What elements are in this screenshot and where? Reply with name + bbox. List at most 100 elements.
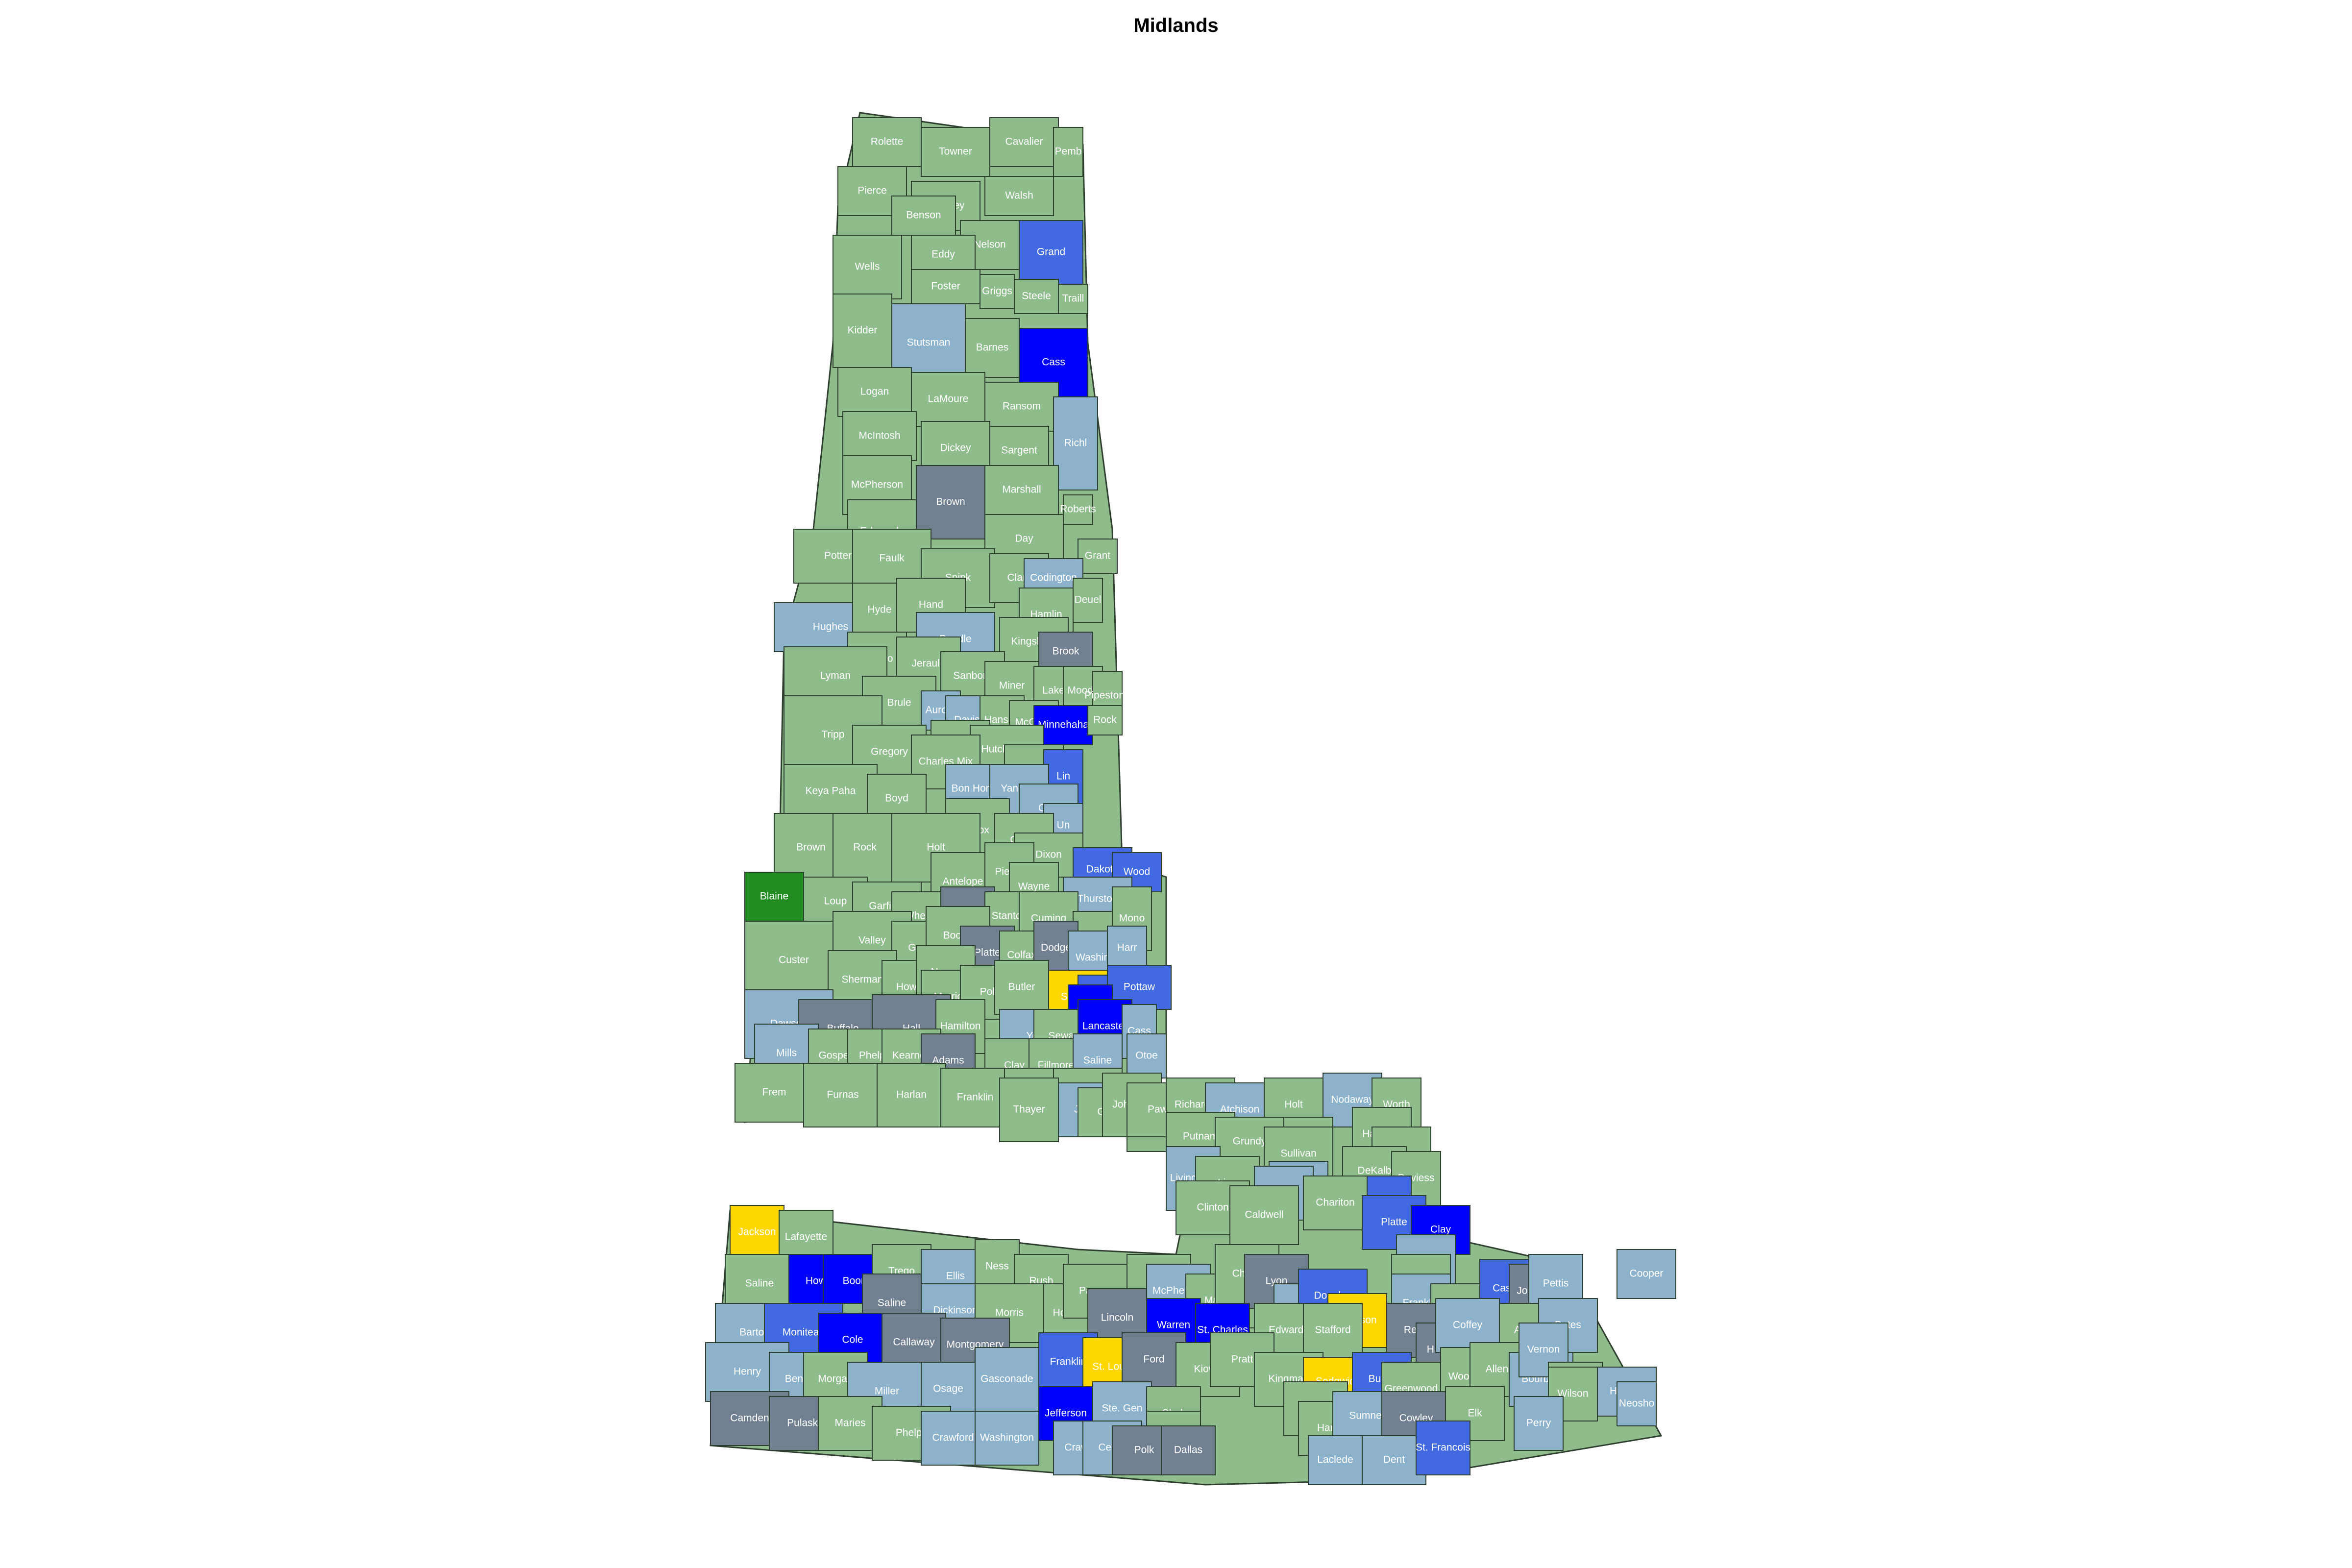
county-shape[interactable] <box>833 813 897 882</box>
county-perry[interactable]: Perry <box>1514 1396 1564 1451</box>
county-towner[interactable]: Towner <box>921 127 990 177</box>
county-shape[interactable] <box>1303 1176 1368 1230</box>
county-shape[interactable] <box>916 465 985 539</box>
county-grand[interactable]: Grand <box>1019 220 1083 285</box>
county-harr[interactable]: Harr <box>1107 926 1147 971</box>
county-shape[interactable] <box>1514 1396 1564 1451</box>
county-shape[interactable] <box>833 294 892 368</box>
county-shape[interactable] <box>803 1063 882 1127</box>
county-benson[interactable]: Benson <box>891 196 956 236</box>
county-shape[interactable] <box>911 269 980 304</box>
county-shape[interactable] <box>842 411 917 461</box>
county-thayer[interactable]: Thayer <box>999 1078 1059 1142</box>
county-shape[interactable] <box>1229 1185 1299 1245</box>
county-eddy[interactable]: Eddy <box>911 235 976 275</box>
county-wells[interactable]: Wells <box>833 235 902 299</box>
county-rock[interactable]: Rock <box>1087 705 1123 735</box>
county-jackson[interactable]: Jackson <box>730 1205 784 1260</box>
county-grant[interactable]: Grant <box>1078 539 1118 574</box>
county-shape[interactable] <box>1161 1425 1216 1475</box>
county-walsh[interactable]: Walsh <box>984 176 1054 216</box>
county-otoe[interactable]: Otoe <box>1127 1033 1167 1078</box>
county-pemb[interactable]: Pemb <box>1053 127 1083 177</box>
county-brown[interactable]: Brown <box>916 465 985 539</box>
county-barnes[interactable]: Barnes <box>965 318 1020 378</box>
county-shape[interactable] <box>1127 1033 1167 1078</box>
county-ransom[interactable]: Ransom <box>984 382 1059 432</box>
county-mcintosh[interactable]: McIntosh <box>842 411 917 461</box>
county-shape[interactable] <box>1053 127 1083 177</box>
county-shape[interactable] <box>1078 539 1118 574</box>
county-marshall[interactable]: Marshall <box>984 465 1059 515</box>
county-shape[interactable] <box>940 1068 1010 1127</box>
county-foster[interactable]: Foster <box>911 269 980 304</box>
county-shape[interactable] <box>730 1205 784 1260</box>
county-rock[interactable]: Rock <box>833 813 897 882</box>
county-shape[interactable] <box>1087 705 1123 735</box>
county-shape[interactable] <box>989 117 1059 167</box>
county-shape[interactable] <box>911 235 976 275</box>
county-shape[interactable] <box>837 367 912 417</box>
county-shape[interactable] <box>735 1063 814 1123</box>
county-deuel[interactable]: Deuel <box>1073 578 1103 623</box>
county-shape[interactable] <box>999 1078 1059 1142</box>
county-stafford[interactable]: Stafford <box>1303 1303 1363 1358</box>
county-shape[interactable] <box>744 872 804 922</box>
county-shape[interactable] <box>1308 1435 1363 1485</box>
county-shape[interactable] <box>833 235 902 299</box>
county-shape[interactable] <box>1053 396 1098 490</box>
county-chariton[interactable]: Chariton <box>1303 1176 1368 1230</box>
county-shape[interactable] <box>1073 578 1103 623</box>
county-logan[interactable]: Logan <box>837 367 912 417</box>
county-shape[interactable] <box>984 382 1059 432</box>
county-shape[interactable] <box>1416 1421 1470 1475</box>
county-shape[interactable] <box>1058 284 1088 314</box>
county-shape[interactable] <box>877 1063 946 1127</box>
county-caldwell[interactable]: Caldwell <box>1229 1185 1299 1245</box>
county-shape[interactable] <box>975 1347 1039 1412</box>
county-shape[interactable] <box>921 127 990 177</box>
county-shape[interactable] <box>984 176 1054 216</box>
county-shape[interactable] <box>784 764 878 819</box>
county-butler[interactable]: Butler <box>994 960 1049 1015</box>
county-cavalier[interactable]: Cavalier <box>989 117 1059 167</box>
county-shape[interactable] <box>911 372 985 427</box>
county-steele[interactable]: Steele <box>1014 279 1059 314</box>
county-shape[interactable] <box>891 196 956 236</box>
county-shape[interactable] <box>1617 1249 1676 1299</box>
county-shape[interactable] <box>975 1411 1039 1466</box>
county-shape[interactable] <box>1063 494 1093 525</box>
county-griggs[interactable]: Griggs <box>980 274 1015 309</box>
county-washington[interactable]: Washington <box>975 1411 1039 1466</box>
county-shape[interactable] <box>965 318 1020 378</box>
county-shape[interactable] <box>980 274 1015 309</box>
county-richl[interactable]: Richl <box>1053 396 1098 490</box>
county-lamoure[interactable]: LaMoure <box>911 372 985 427</box>
county-keya-paha[interactable]: Keya Paha <box>784 764 878 819</box>
county-roberts[interactable]: Roberts <box>1060 494 1096 525</box>
county-shape[interactable] <box>1014 279 1059 314</box>
county-shape[interactable] <box>1617 1381 1657 1426</box>
county-st-francois[interactable]: St. Francois <box>1416 1421 1470 1475</box>
county-blaine[interactable]: Blaine <box>744 872 804 922</box>
county-frem[interactable]: Frem <box>735 1063 814 1123</box>
county-neosho[interactable]: Neosho <box>1617 1381 1657 1426</box>
county-gasconade[interactable]: Gasconade <box>975 1347 1039 1412</box>
county-shape[interactable] <box>921 1411 985 1466</box>
county-shape[interactable] <box>1107 926 1147 971</box>
county-kidder[interactable]: Kidder <box>833 294 892 368</box>
county-shape[interactable] <box>1038 632 1093 672</box>
county-brook[interactable]: Brook <box>1038 632 1093 672</box>
county-shape[interactable] <box>1362 1435 1426 1485</box>
county-furnas[interactable]: Furnas <box>803 1063 882 1127</box>
county-shape[interactable] <box>1019 220 1083 285</box>
county-shape[interactable] <box>1303 1303 1363 1358</box>
county-shape[interactable] <box>818 1396 882 1451</box>
county-shape[interactable] <box>852 117 922 167</box>
county-shape[interactable] <box>994 960 1049 1015</box>
county-rolette[interactable]: Rolette <box>852 117 922 167</box>
county-shape[interactable] <box>837 166 907 216</box>
county-harlan[interactable]: Harlan <box>877 1063 946 1127</box>
county-traill[interactable]: Traill <box>1058 284 1088 314</box>
county-laclede[interactable]: Laclede <box>1308 1435 1363 1485</box>
